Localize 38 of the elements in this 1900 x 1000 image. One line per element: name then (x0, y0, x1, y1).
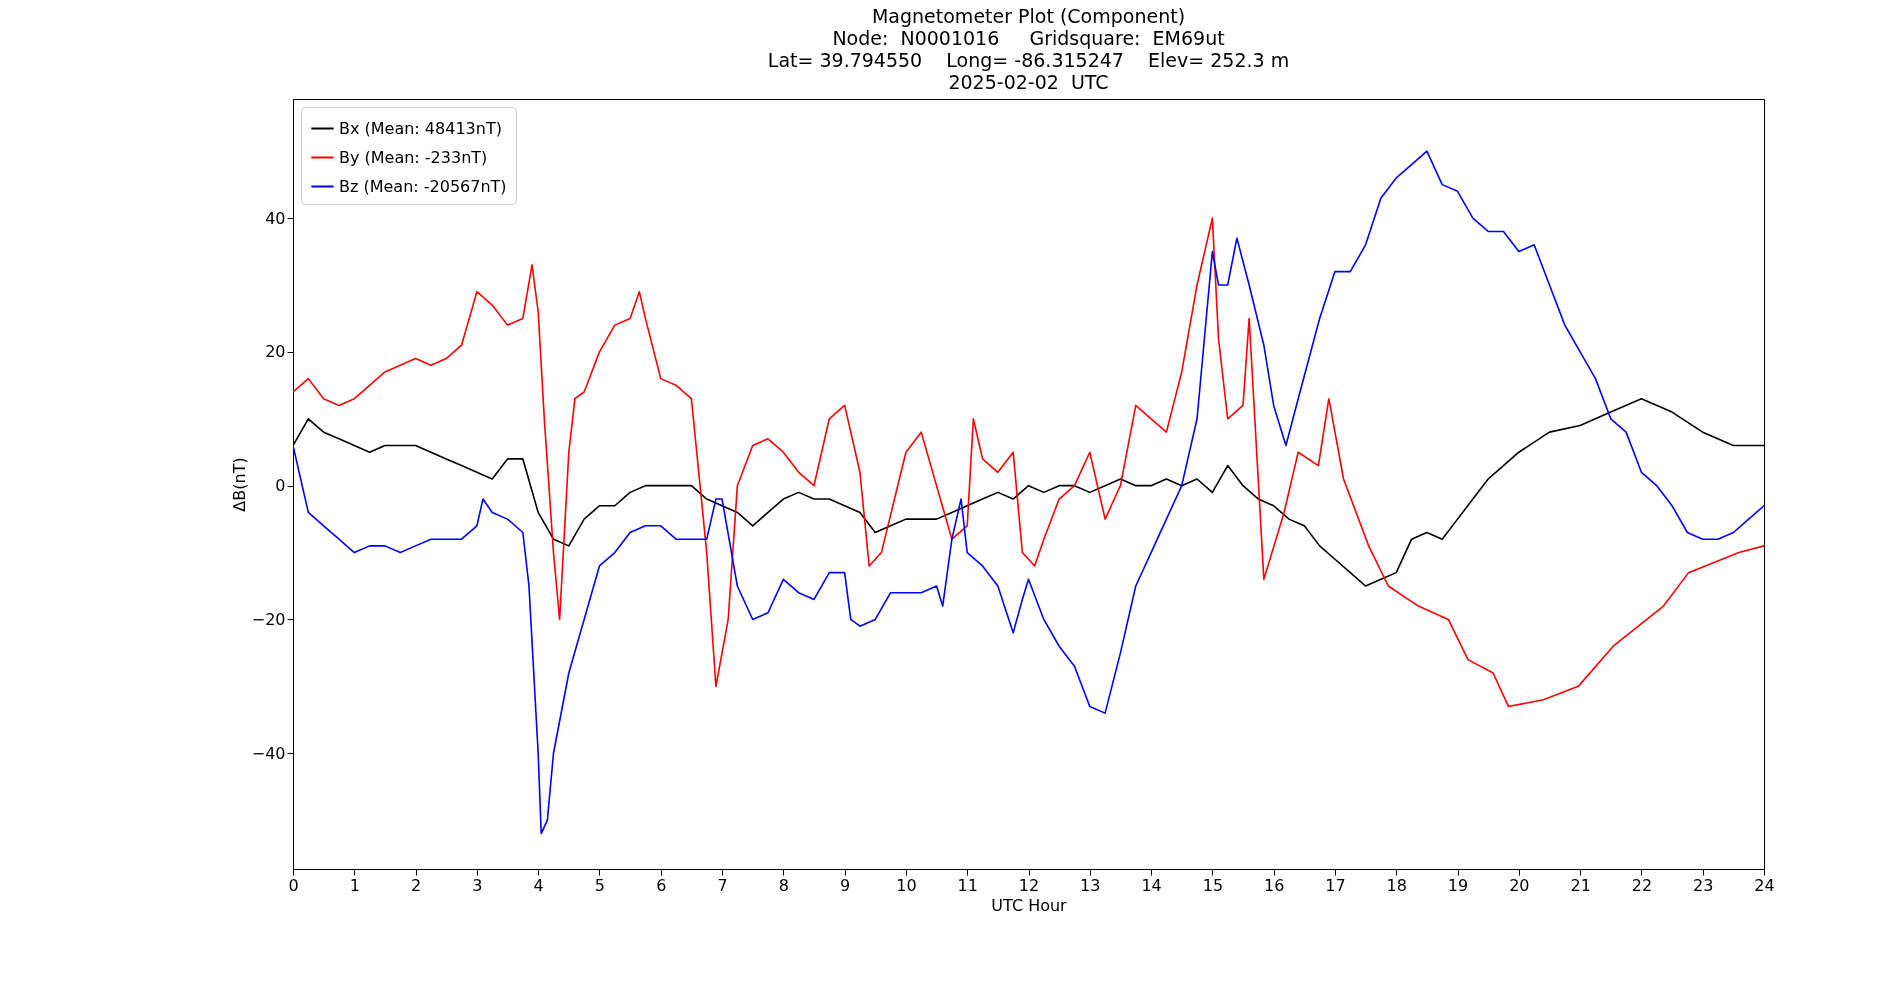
x-tick-label: 12 (1018, 875, 1040, 895)
x-tick-label: 20 (1509, 875, 1530, 895)
y-axis-title: ΔB(nT) (229, 457, 249, 512)
x-tick-label: 13 (1080, 875, 1101, 895)
x-tick-label: 6 (656, 875, 667, 895)
line-series (293, 150, 1764, 835)
legend-label: By (Mean: -233nT) (339, 147, 488, 167)
x-tick-label: 24 (1754, 875, 1775, 895)
x-tick-label: 21 (1570, 875, 1591, 895)
x-tick-label: 8 (778, 875, 789, 895)
x-tick-label: 0 (288, 875, 299, 895)
y-tick-label: −40 (251, 743, 286, 763)
legend-label: Bz (Mean: -20567nT) (339, 176, 507, 196)
y-tick-label: −20 (251, 609, 286, 629)
x-tick-label: 18 (1386, 875, 1407, 895)
x-tick-label: 19 (1447, 875, 1469, 895)
x-tick-label: 4 (533, 875, 544, 895)
line-series (293, 217, 1764, 708)
x-tick-label: 7 (717, 875, 728, 895)
chart-title: Magnetometer Plot (Component) Node: N0001016 Gridsquare: EM69ut Lat= 39.794550 Long= -86.315247 Elev= 252.3 m 2025-02-02 UTC (767, 5, 1290, 93)
x-tick-label: 23 (1693, 875, 1714, 895)
x-tick-label: 10 (896, 875, 917, 895)
x-tick-label: 14 (1141, 875, 1162, 895)
y-tick-label: 20 (265, 342, 286, 362)
legend-label: Bx (Mean: 48413nT) (339, 118, 502, 138)
x-tick-label: 3 (472, 875, 483, 895)
x-tick-label: 17 (1325, 875, 1346, 895)
x-tick-label: 15 (1202, 875, 1224, 895)
x-tick-label: 5 (594, 875, 606, 895)
x-tick-label: 11 (957, 875, 978, 895)
x-axis-title: UTC Hour (991, 895, 1068, 915)
x-tick-label: 1 (349, 875, 360, 895)
x-tick-label: 16 (1263, 875, 1285, 895)
y-tick-label: 0 (275, 476, 286, 496)
x-tick-label: 2 (410, 875, 422, 895)
x-tick-label: 22 (1631, 875, 1653, 895)
x-tick-label: 9 (840, 875, 851, 895)
y-tick-label: 40 (265, 208, 286, 228)
